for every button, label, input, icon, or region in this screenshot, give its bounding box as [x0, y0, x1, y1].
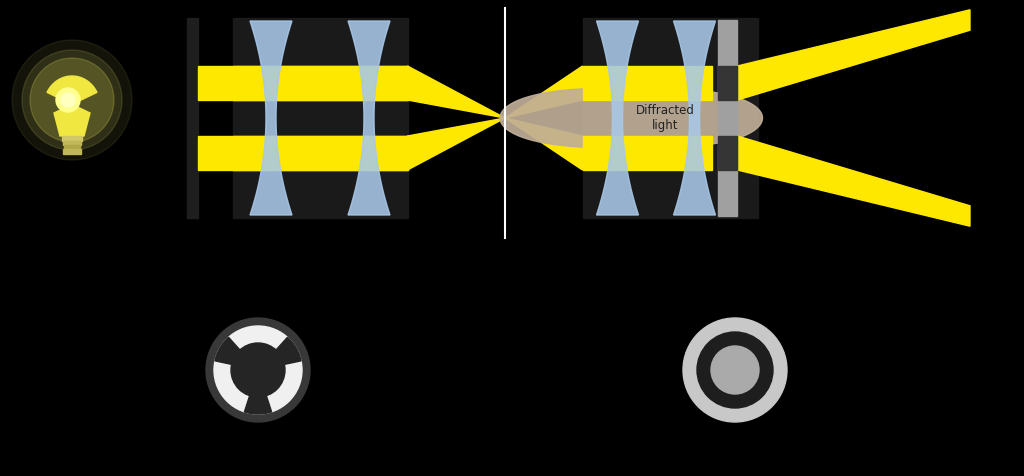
Bar — [718, 20, 737, 216]
Polygon shape — [505, 118, 583, 170]
Circle shape — [30, 58, 114, 142]
Bar — [583, 66, 712, 100]
Circle shape — [214, 326, 302, 414]
Circle shape — [231, 343, 285, 397]
Text: Diffracted
light: Diffracted light — [636, 103, 694, 132]
Polygon shape — [276, 337, 301, 365]
Circle shape — [56, 88, 80, 112]
Polygon shape — [215, 337, 240, 365]
Circle shape — [683, 318, 787, 422]
Bar — [198, 136, 408, 170]
Polygon shape — [408, 118, 505, 170]
Polygon shape — [737, 136, 970, 226]
Polygon shape — [408, 66, 505, 118]
Bar — [718, 136, 737, 170]
Polygon shape — [348, 21, 390, 215]
Bar — [718, 66, 737, 100]
Circle shape — [697, 332, 773, 408]
Bar — [583, 136, 712, 170]
Polygon shape — [597, 21, 639, 215]
Polygon shape — [245, 396, 271, 414]
Bar — [62, 136, 82, 141]
Bar — [232, 18, 408, 218]
Bar — [63, 149, 81, 154]
Circle shape — [206, 318, 310, 422]
Circle shape — [61, 93, 75, 107]
Polygon shape — [505, 66, 583, 118]
Polygon shape — [250, 21, 292, 215]
Polygon shape — [674, 21, 716, 215]
Bar — [63, 141, 81, 145]
Circle shape — [711, 346, 759, 394]
Circle shape — [12, 40, 132, 160]
Circle shape — [22, 50, 122, 150]
Bar — [232, 66, 408, 100]
Bar — [198, 66, 408, 100]
Polygon shape — [737, 10, 970, 100]
Polygon shape — [500, 88, 763, 148]
Bar — [232, 136, 408, 170]
Bar — [63, 145, 80, 149]
Bar — [186, 18, 198, 218]
Polygon shape — [47, 76, 97, 136]
Bar — [583, 18, 758, 218]
